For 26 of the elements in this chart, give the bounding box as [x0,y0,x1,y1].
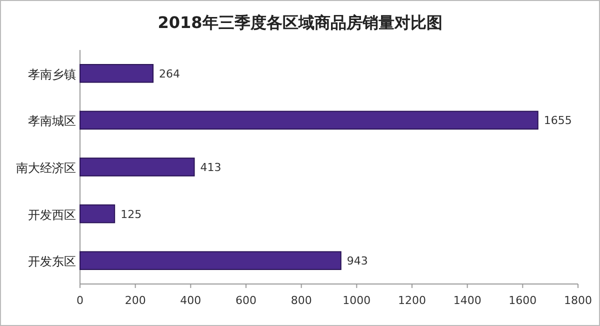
data-label: 264 [159,67,180,80]
x-tick-label: 1000 [342,294,371,307]
y-tick-label: 孝南乡镇 [28,67,76,82]
bar [80,110,538,130]
x-tick-label: 400 [180,294,202,307]
y-tick-label: 开发西区 [28,208,76,222]
y-tick-label: 南大经济区 [16,161,76,175]
x-tick-label: 1600 [508,294,537,307]
data-label: 1655 [544,114,572,128]
y-tick-label: 开发东区 [28,254,76,269]
bar [80,251,342,270]
data-label: 943 [346,254,368,268]
chart-title: 2018年三季度各区域商品房销量对比图 [158,13,442,32]
data-label: 413 [200,161,222,174]
x-tick-label: 1400 [453,294,482,307]
x-tick-label: 1800 [564,294,592,307]
y-tick-label: 孝南城区 [28,114,76,128]
x-tick-label: 0 [76,294,84,307]
x-tick-label: 800 [290,294,312,307]
bar [80,204,116,224]
data-label: 125 [120,208,142,221]
bar [80,158,195,176]
bar [80,64,154,83]
x-tick-label: 200 [124,294,146,307]
x-tick-label: 1200 [398,294,426,307]
x-tick-label: 600 [236,294,256,307]
